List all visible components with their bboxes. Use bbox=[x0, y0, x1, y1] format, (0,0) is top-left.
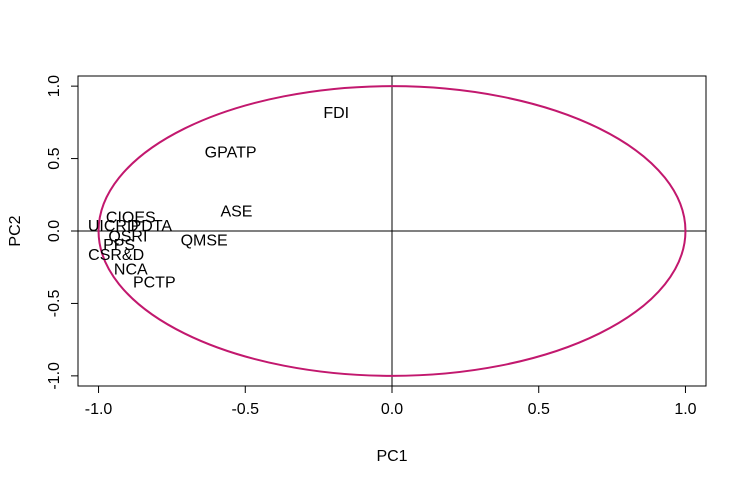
point-label: UICRD bbox=[88, 218, 139, 235]
point-label: PPS bbox=[103, 237, 135, 254]
correlation-circle-layer bbox=[97, 85, 687, 377]
point-label: PCTP bbox=[133, 275, 176, 292]
point-label: GPATP bbox=[205, 144, 257, 161]
point-label: NCA bbox=[114, 262, 148, 279]
point-label: CSR&D bbox=[88, 247, 144, 264]
y-tick-label: 1.0 bbox=[46, 75, 63, 97]
point-label: QMSE bbox=[181, 233, 228, 250]
x-tick-label: -1.0 bbox=[85, 401, 113, 418]
point-label: QSRI bbox=[108, 228, 147, 245]
x-tick-label: 0.5 bbox=[528, 401, 550, 418]
point-labels: FDI GPATP ASE QMSE CIOESUICRDPDTAQSRIPPSCSR&… bbox=[88, 105, 349, 291]
y-tick-label: -0.5 bbox=[46, 290, 63, 318]
x-tick-label: -0.5 bbox=[231, 401, 259, 418]
x-tick-label: 0.0 bbox=[381, 401, 403, 418]
x-axis-title: PC1 bbox=[376, 448, 407, 465]
point-label: FDI bbox=[323, 105, 349, 122]
y-tick-label: 0.5 bbox=[46, 147, 63, 169]
point-label: CIOES bbox=[106, 209, 156, 226]
y-axis-title: PC2 bbox=[7, 215, 24, 246]
y-axis: -1.0 -0.5 0.0 0.5 1.0 bbox=[46, 75, 79, 390]
reference-lines bbox=[78, 76, 706, 386]
y-tick-label: -1.0 bbox=[46, 362, 63, 390]
y-tick-label: 0.0 bbox=[46, 220, 63, 242]
unit-circle bbox=[97, 85, 687, 377]
x-tick-label: 1.0 bbox=[674, 401, 696, 418]
point-label: PDTA bbox=[131, 218, 173, 235]
point-label: ASE bbox=[220, 204, 252, 221]
x-axis: -1.0 -0.5 0.0 0.5 1.0 bbox=[85, 385, 697, 418]
